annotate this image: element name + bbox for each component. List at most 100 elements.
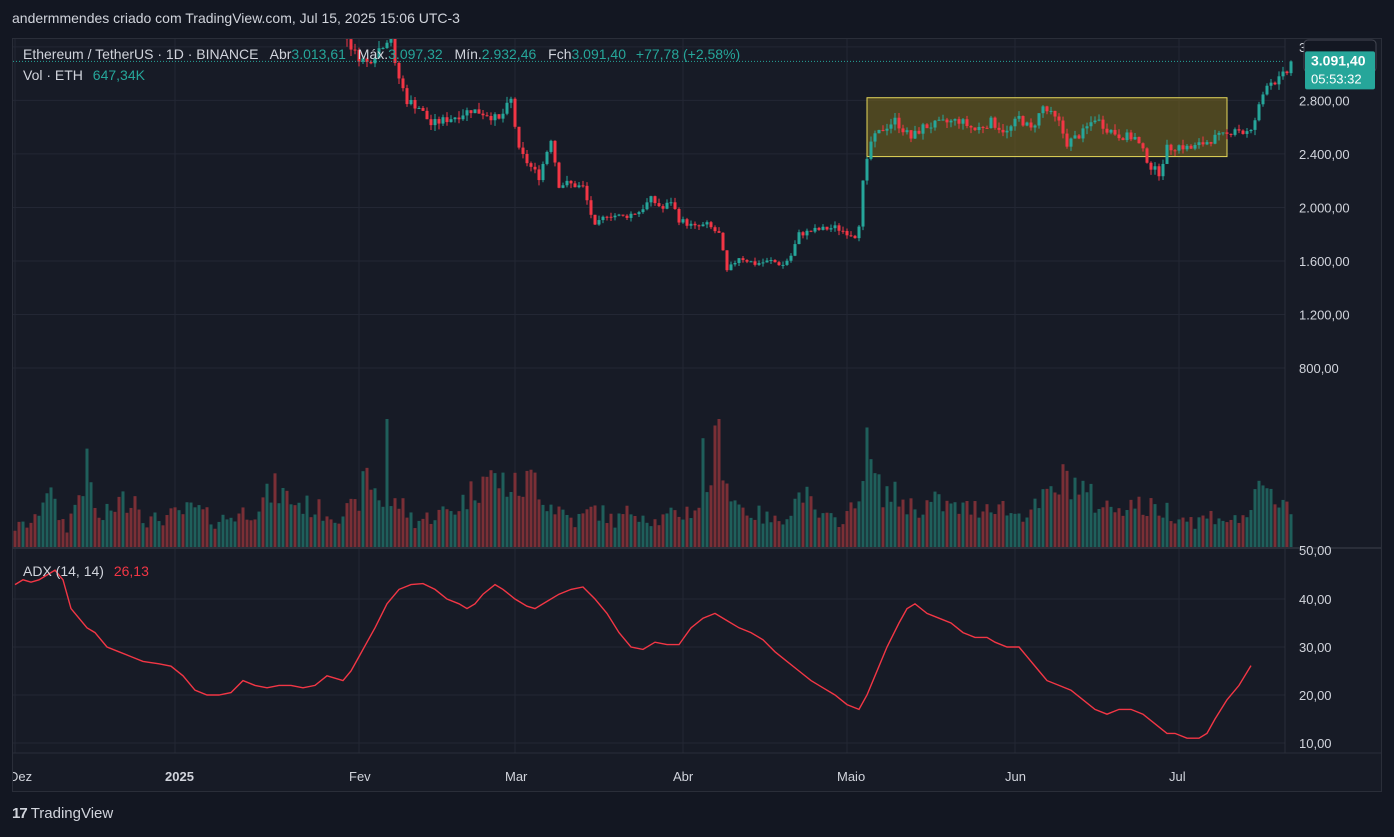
candle-body — [529, 163, 533, 167]
volume-bar — [449, 511, 453, 547]
volume-bar — [873, 473, 877, 547]
symbol-title[interactable]: Ethereum / TetherUS · 1D · BINANCE — [23, 46, 258, 62]
adx-pane — [14, 569, 1252, 739]
volume-bar — [549, 504, 553, 547]
candle-body — [605, 216, 609, 218]
candle-body — [485, 115, 489, 117]
volume-bar — [177, 510, 181, 547]
candle-body — [589, 200, 593, 215]
volume-bar — [493, 473, 497, 547]
candle-body — [365, 58, 369, 62]
candle-body — [817, 227, 821, 230]
time-axis[interactable]: Dez 2025 Fev Mar Abr Maio Jun Jul — [9, 769, 1186, 784]
adx-legend[interactable]: ADX (14, 14) 26,13 — [23, 563, 149, 579]
volume-bar — [497, 488, 501, 547]
candle-body — [909, 130, 913, 139]
chart-legend[interactable]: Ethereum / TetherUS · 1D · BINANCE Abr3.… — [23, 46, 740, 62]
volume-bar — [553, 514, 557, 547]
volume-bar — [905, 514, 909, 547]
candle-body — [673, 202, 677, 209]
volume-bar — [533, 472, 537, 547]
volume-bar — [277, 503, 281, 547]
volume-bar — [53, 498, 57, 547]
volume-bar — [477, 502, 481, 547]
volume-bar — [185, 502, 189, 547]
volume-bar — [365, 467, 369, 547]
candle-body — [1233, 129, 1237, 135]
candle-body — [525, 153, 529, 164]
volume-bar — [249, 520, 253, 547]
candle-body — [437, 119, 441, 124]
volume-bar — [33, 514, 37, 547]
volume-bar — [981, 511, 985, 547]
volume-bar — [1101, 507, 1105, 547]
candle-body — [981, 127, 985, 129]
candle-body — [1089, 122, 1093, 127]
volume-bar — [629, 514, 633, 547]
volume-bar — [1277, 507, 1281, 547]
candle-body — [361, 58, 365, 62]
candle-body — [405, 88, 409, 105]
price-axis-label: 2.400,00 — [1299, 147, 1350, 162]
volume-bar — [273, 473, 277, 547]
volume-bar — [565, 514, 569, 547]
volume-bar — [985, 504, 989, 547]
volume-bar — [401, 498, 405, 547]
volume-bar — [213, 528, 217, 547]
volume-legend[interactable]: Vol · ETH 647,34K — [23, 67, 146, 83]
candle-body — [577, 185, 581, 188]
volume-bar — [409, 512, 413, 547]
candle-body — [1145, 148, 1149, 163]
candle-body — [849, 235, 853, 237]
volume-bar — [413, 528, 417, 547]
volume-bar — [325, 516, 329, 547]
volume-bar — [1161, 517, 1165, 547]
candle-body — [1277, 76, 1281, 85]
volume-bar — [573, 527, 577, 547]
volume-bar — [609, 513, 613, 547]
volume-bar — [1169, 521, 1173, 547]
volume-bar — [557, 506, 561, 547]
volume-bar — [1233, 515, 1237, 547]
high-label: Máx. — [358, 46, 388, 62]
volume-bar — [1021, 521, 1025, 547]
volume-bar — [1001, 500, 1005, 547]
last-price-value: 3.091,40 — [1311, 52, 1366, 68]
volume-bar — [1009, 513, 1013, 547]
candle-body — [1229, 133, 1233, 135]
candle-body — [449, 119, 453, 123]
candle-body — [1053, 110, 1057, 117]
volume-bar — [969, 514, 973, 547]
volume-bar — [673, 510, 677, 547]
volume-bar — [681, 519, 685, 547]
candle-body — [349, 39, 353, 50]
candle-body — [809, 230, 813, 232]
candle-body — [965, 119, 969, 126]
candle-body — [885, 128, 889, 131]
candle-body — [781, 264, 785, 266]
adx-axis[interactable]: 50,00 40,00 30,00 20,00 10,00 — [1299, 543, 1332, 751]
volume-bar — [605, 523, 609, 547]
candle-body — [1221, 132, 1225, 134]
candle-body — [389, 35, 393, 43]
candle-body — [625, 215, 629, 218]
volume-bar — [741, 507, 745, 547]
volume-bar — [389, 506, 393, 547]
chart-svg[interactable]: 4.000,003.600,003.200,002.800,002.400,00… — [9, 0, 1381, 791]
candle-body — [569, 180, 573, 184]
volume-bar — [245, 519, 249, 547]
volume-bar — [125, 512, 129, 547]
volume-bar — [813, 509, 817, 547]
price-axis[interactable]: 4.000,003.600,003.200,002.800,002.400,00… — [1299, 0, 1350, 376]
candle-body — [357, 49, 361, 62]
volume-bar — [1085, 492, 1089, 547]
chart-panel[interactable]: 4.000,003.600,003.200,002.800,002.400,00… — [9, 0, 1382, 792]
candle-body — [1189, 145, 1193, 149]
candle-body — [789, 255, 793, 261]
candle-body — [397, 62, 401, 79]
candle-body — [489, 116, 493, 121]
volume-bar — [13, 530, 17, 547]
footer-brand[interactable]: 17 TradingView — [12, 805, 113, 822]
price-axis-label: 2.000,00 — [1299, 200, 1350, 215]
open-label: Abr — [270, 46, 292, 62]
